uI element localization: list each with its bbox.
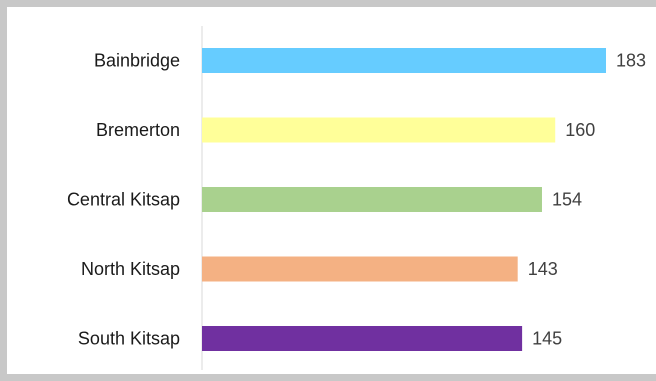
bars-layer: Bainbridge 183 Bremerton 160 Central Kitsap 1…	[67, 48, 646, 351]
category-label-bremerton: Bremerton	[96, 120, 180, 140]
category-label-bainbridge: Bainbridge	[94, 51, 180, 71]
value-label-central-kitsap: 154	[552, 190, 582, 210]
bar-south-kitsap	[202, 326, 523, 351]
value-label-bainbridge: 183	[616, 51, 646, 71]
bar-bremerton	[202, 117, 556, 143]
value-label-north-kitsap: 143	[528, 259, 558, 279]
category-label-central-kitsap: Central Kitsap	[67, 190, 180, 210]
bar-central-kitsap	[202, 187, 542, 212]
bar-bainbridge	[202, 48, 606, 73]
bar-north-kitsap	[202, 256, 518, 282]
category-label-south-kitsap: South Kitsap	[78, 329, 180, 349]
category-label-north-kitsap: North Kitsap	[81, 259, 180, 279]
value-label-south-kitsap: 145	[532, 329, 562, 349]
value-label-bremerton: 160	[565, 120, 595, 140]
